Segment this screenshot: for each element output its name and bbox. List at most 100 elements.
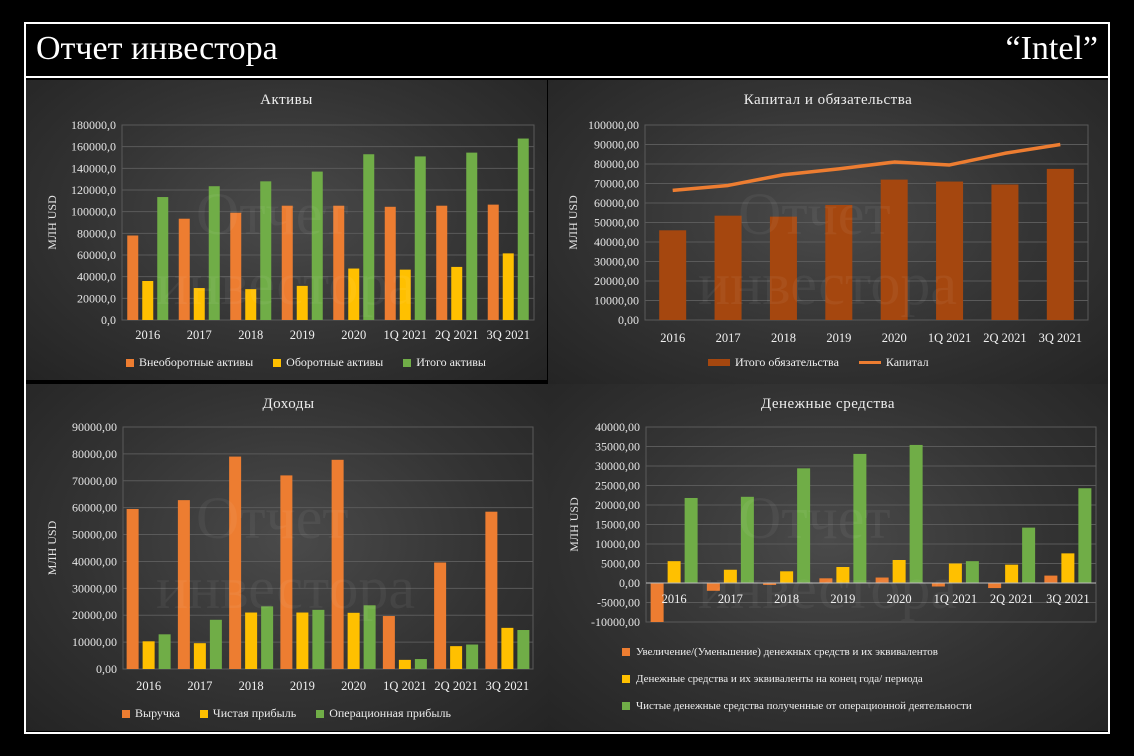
bar	[763, 583, 777, 585]
x-tick-label: 2016	[136, 679, 161, 693]
y-tick-label: 70000,00	[72, 474, 117, 488]
bar	[714, 215, 742, 320]
bar	[991, 184, 1019, 320]
y-tick-label: 0,00	[618, 313, 639, 327]
y-tick-label: 140000,0	[71, 161, 116, 175]
y-tick-label: 60000,00	[594, 196, 639, 210]
x-tick-label: 2020	[341, 328, 366, 342]
bar	[434, 562, 447, 669]
legend-label: Внеоборотные активы	[139, 355, 254, 369]
y-tick-label: 60000,00	[72, 501, 117, 515]
bar	[825, 204, 853, 320]
x-tick-label: 2Q 2021	[983, 331, 1026, 345]
bar	[1044, 575, 1058, 583]
y-axis-label: МЛН USD	[45, 195, 59, 250]
bar	[178, 218, 190, 320]
assets-chart: 0,0 20000,0 40000,0 60000,0 80000,0 100000,0 1…	[45, 118, 535, 342]
cash-chart: -10000,00 -5000,00 0,00 5000,00 10000,00 1500…	[567, 420, 1097, 629]
legend-label: Операционная прибыль	[329, 706, 451, 720]
bar	[245, 612, 258, 669]
bar	[892, 559, 906, 583]
bar	[667, 561, 681, 583]
x-tick-label: 2016	[660, 331, 685, 345]
y-tick-label: 30000,00	[594, 255, 639, 269]
bar	[948, 563, 962, 583]
y-axis-label: МЛН USD	[567, 497, 581, 552]
bar	[142, 641, 155, 669]
y-tick-label: 20000,00	[72, 608, 117, 622]
chart-legend: Увеличение/(Уменьшение) денежных средств…	[622, 638, 972, 719]
x-tick-label: 2Q 2021	[435, 328, 478, 342]
bar	[451, 266, 463, 320]
bar	[1061, 553, 1075, 583]
bar	[363, 605, 376, 669]
bar	[501, 627, 514, 669]
chart-legend: Итого обязательства Капитал	[708, 355, 929, 370]
plot-area	[122, 426, 534, 670]
bar	[384, 206, 396, 320]
y-tick-label: 100000,00	[588, 118, 639, 132]
x-tick-label: 2017	[716, 331, 741, 345]
company-name: “Intel”	[1005, 30, 1099, 67]
bar	[382, 616, 395, 669]
bar	[684, 497, 698, 583]
x-tick-label: 2018	[238, 328, 263, 342]
legend-swatch	[708, 359, 730, 366]
bar	[659, 230, 687, 320]
chart-title: Активы	[260, 92, 313, 108]
x-tick-label: 3Q 2021	[487, 328, 530, 342]
legend-item: Увеличение/(Уменьшение) денежных средств…	[622, 638, 972, 665]
legend-swatch	[316, 709, 325, 718]
y-tick-label: 160000,0	[71, 140, 116, 154]
bar	[348, 268, 360, 320]
y-tick-label: 10000,00	[72, 635, 117, 649]
x-tick-label: 1Q 2021	[384, 328, 427, 342]
bar	[723, 569, 737, 583]
plot-area	[644, 124, 1089, 321]
x-tick-label: 1Q 2021	[928, 331, 971, 345]
bar	[347, 612, 360, 669]
y-axis-label: МЛН USD	[566, 195, 580, 250]
legend-swatch	[403, 358, 412, 367]
bar	[193, 288, 205, 320]
y-tick-label: 35000,00	[595, 440, 640, 454]
bar	[126, 509, 139, 669]
bar	[487, 204, 499, 320]
legend-item: Чистая прибыль	[199, 706, 297, 721]
bar	[414, 659, 427, 669]
legend-swatch	[273, 358, 282, 367]
legend-swatch	[126, 358, 134, 367]
bar	[311, 171, 323, 320]
x-tick-label: 2018	[774, 592, 799, 606]
bar	[836, 567, 850, 583]
legend-swatch	[622, 647, 630, 656]
legend-item: Итого активы	[403, 355, 486, 370]
x-tick-label: 3Q 2021	[486, 679, 529, 693]
bar	[1046, 168, 1074, 320]
legend-item: Капитал	[858, 355, 929, 370]
y-tick-label: 100000,0	[71, 205, 116, 219]
y-tick-label: 30000,00	[595, 459, 640, 473]
bar	[281, 205, 293, 320]
y-tick-label: 90000,00	[72, 420, 117, 434]
capital-chart: 0,00 10000,00 20000,00 30000,00 40000,00 5000…	[566, 118, 1089, 345]
legend-label: Чистая прибыль	[212, 706, 297, 720]
line-series	[672, 142, 1061, 193]
x-tick-label: 2Q 2021	[990, 592, 1033, 606]
bar	[769, 216, 797, 320]
y-tick-label: 80000,0	[77, 226, 116, 240]
bar	[280, 475, 293, 669]
y-tick-label: 70000,00	[594, 177, 639, 191]
bar	[229, 456, 242, 669]
y-tick-label: 0,00	[619, 576, 640, 590]
plot-area	[121, 124, 535, 321]
y-tick-label: 120000,0	[71, 183, 116, 197]
y-tick-label: 20000,0	[77, 291, 116, 305]
legend-label: Увеличение/(Уменьшение) денежных средств…	[636, 645, 939, 658]
x-tick-label: 1Q 2021	[934, 592, 977, 606]
y-axis-label: МЛН USD	[45, 520, 59, 575]
bar	[127, 235, 139, 320]
y-tick-label: 180000,0	[71, 118, 116, 132]
bar	[399, 269, 411, 320]
bar	[517, 138, 529, 320]
